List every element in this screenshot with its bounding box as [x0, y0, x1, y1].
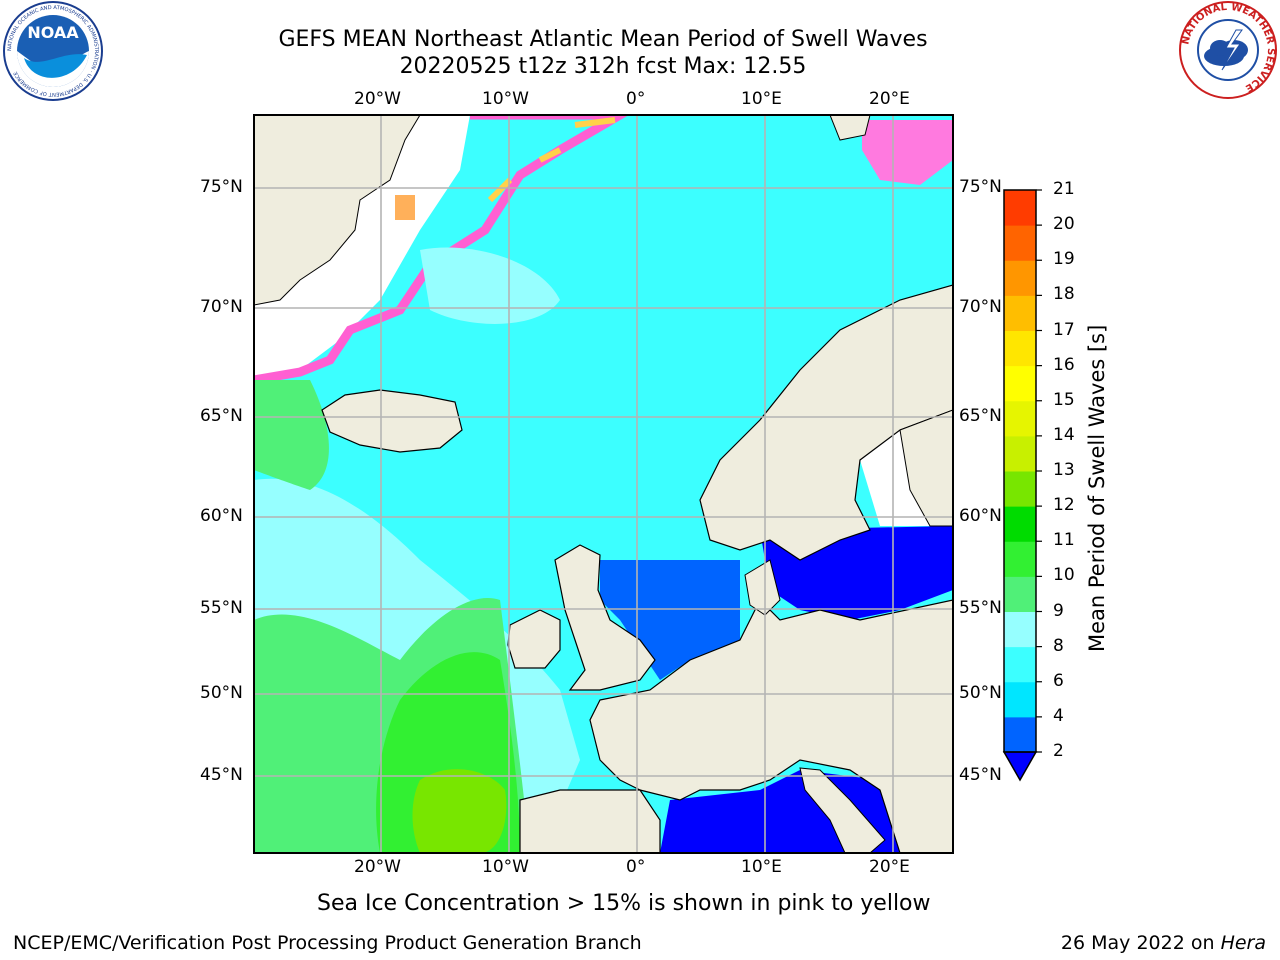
iceland-land — [321, 389, 463, 453]
lon-label-bottom: 20°W — [354, 857, 401, 877]
sea-ice-patch — [395, 195, 415, 220]
colorbar-tick-label: 16 — [1053, 354, 1075, 375]
chart-title-line1: GEFS MEAN Northeast Atlantic Mean Period… — [278, 27, 928, 52]
colorbar-band — [1004, 681, 1036, 718]
colorbar-band — [1004, 716, 1036, 753]
colorbar-band — [1004, 646, 1036, 683]
lon-label-bottom: 10°E — [741, 857, 782, 877]
lat-label-left: 55°N — [200, 598, 243, 618]
lon-label-bottom: 10°W — [482, 857, 529, 877]
ocean-swell-11-12 — [412, 769, 507, 853]
colorbar-band — [1004, 295, 1036, 331]
lat-label-right: 60°N — [959, 506, 1002, 526]
sea-ice-caption: Sea Ice Concentration > 15% is shown in … — [317, 891, 931, 916]
colorbar-band — [1004, 611, 1036, 648]
lat-label-left: 60°N — [200, 506, 243, 526]
colorbar-tick-label: 15 — [1053, 389, 1075, 410]
colorbar-band — [1004, 576, 1036, 612]
colorbar-tick-label: 17 — [1053, 319, 1075, 340]
colorbar-tick-label: 13 — [1053, 460, 1075, 480]
italy-land — [799, 767, 886, 853]
graticule — [254, 115, 953, 853]
footer-left-credit: NCEP/EMC/Verification Post Processing Pr… — [13, 932, 642, 954]
ocean-swell-9-10-irminger — [254, 380, 329, 490]
colorbar-band — [1004, 260, 1036, 296]
lon-label-top: 10°E — [741, 89, 782, 109]
colorbar-tick-label: 20 — [1053, 214, 1075, 235]
lat-label-right: 45°N — [959, 765, 1002, 785]
lat-label-right: 70°N — [959, 297, 1002, 317]
lon-label-bottom: 20°E — [869, 857, 910, 877]
sea-ice-yellow — [487, 117, 616, 203]
lon-label-top: 0° — [626, 89, 646, 109]
lat-label-left: 65°N — [200, 406, 243, 426]
lon-label-top: 10°W — [482, 89, 529, 109]
colorbar-tick-label: 14 — [1053, 424, 1075, 445]
colorbar-band — [1004, 225, 1036, 261]
lat-label-left: 45°N — [200, 765, 243, 785]
colorbar-band — [1004, 190, 1036, 226]
ocean-swell-8-9-north — [420, 247, 560, 324]
footer-date: 26 May 2022 on — [1060, 932, 1221, 954]
colorbar-tick-label: 2 — [1053, 741, 1064, 761]
lat-label-right: 75°N — [959, 177, 1002, 197]
noaa-logo-text: NOAA — [27, 23, 79, 42]
lon-label-bottom: 0° — [626, 857, 646, 877]
colorbar-band — [1004, 471, 1036, 507]
lon-label-top: 20°E — [869, 89, 910, 109]
greenland-land — [254, 115, 421, 306]
lat-label-left: 70°N — [200, 297, 243, 317]
lat-label-left: 75°N — [200, 177, 243, 197]
denmark-land — [744, 559, 781, 616]
colorbar-band — [1004, 506, 1036, 542]
colorbar-band — [1004, 400, 1036, 437]
nws-logo: NATIONAL WEATHER SERVICE — [1179, 1, 1277, 99]
colorbar-tick-label: 19 — [1053, 249, 1075, 270]
colorbar-tick-label: 4 — [1053, 705, 1064, 726]
svalbard-land — [829, 115, 871, 141]
footer-right-date: 26 May 2022 on Hera — [1061, 932, 1266, 954]
lat-label-right: 65°N — [959, 406, 1002, 426]
noaa-logo: NOAA NATIONAL OCEANIC AND ATMOSPHERIC AD… — [3, 1, 103, 101]
colorbar-tick-label: 9 — [1053, 600, 1064, 621]
colorbar-title: Mean Period of Swell Waves [s] — [1085, 324, 1109, 652]
map-frame — [253, 114, 954, 854]
colorbar-tick-label: 11 — [1053, 530, 1075, 551]
lon-label-top: 20°W — [354, 89, 401, 109]
colorbar-band — [1004, 330, 1036, 367]
colorbar — [1002, 189, 1042, 782]
colorbar-tick-label: 18 — [1053, 284, 1075, 305]
chart-title-line2: 20220525 t12z 312h fcst Max: 12.55 — [399, 54, 807, 79]
colorbar-tick-label: 6 — [1053, 670, 1064, 691]
colorbar-tick-label: 21 — [1053, 179, 1075, 199]
lat-label-left: 50°N — [200, 683, 243, 703]
svalbard-ice — [862, 120, 953, 185]
colorbar-under-arrow — [1002, 751, 1038, 782]
colorbar-tick-label: 10 — [1053, 565, 1075, 586]
colorbar-band — [1004, 365, 1036, 402]
footer-machine: Hera — [1220, 932, 1266, 954]
iberia-land — [519, 789, 661, 853]
lat-label-right: 55°N — [959, 598, 1002, 618]
colorbar-tick-label: 12 — [1053, 495, 1075, 516]
colorbar-tick-label: 8 — [1053, 635, 1064, 656]
north-sea-swell-2-4 — [600, 560, 740, 680]
lat-label-right: 50°N — [959, 683, 1002, 703]
great-britain-land — [554, 544, 656, 691]
colorbar-band — [1004, 435, 1036, 472]
finland-land — [899, 409, 953, 527]
europe-land — [589, 598, 953, 853]
colorbar-band — [1004, 541, 1036, 577]
